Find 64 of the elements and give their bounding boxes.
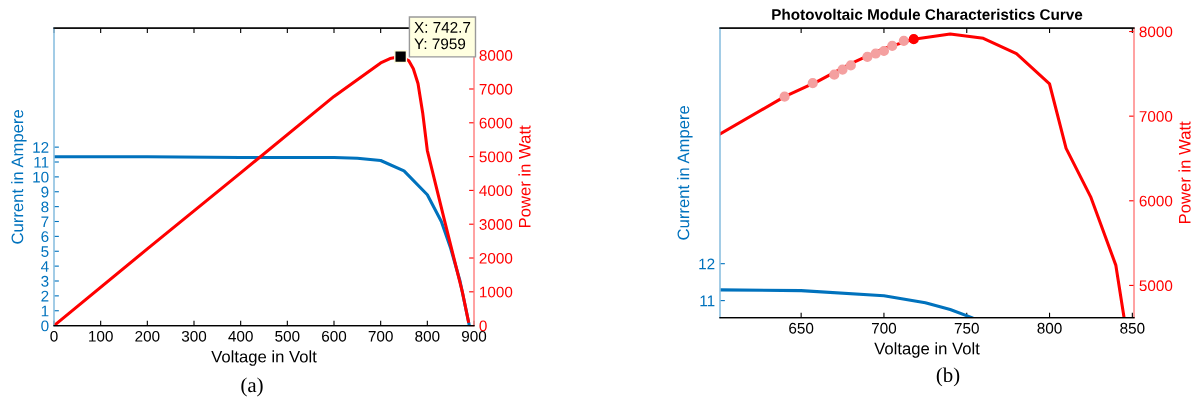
x-tick-label: 400 (228, 330, 253, 342)
line-series (720, 288, 974, 318)
y2-tick-label: 8000 (479, 50, 513, 61)
point (862, 51, 873, 63)
point (779, 91, 790, 102)
y-tick-label: 12 (699, 258, 715, 270)
y2-tick-label: 5000 (1139, 280, 1173, 292)
text: (a) (241, 377, 263, 397)
y-tick-label: 12 (33, 142, 49, 153)
x-axis-title: Voltage in Volt (874, 342, 980, 358)
y2-tick-label: 2000 (479, 252, 513, 264)
point (908, 34, 919, 45)
y2-tick-label: 5000 (479, 151, 513, 163)
y2-axis-title: Power in Watt (518, 125, 531, 228)
point (887, 40, 898, 51)
y-tick-label: 3 (41, 275, 49, 287)
point (837, 64, 848, 75)
x-tick-label: 900 (461, 330, 487, 342)
x-tick-label: 800 (415, 330, 440, 342)
x-tick-label: 750 (954, 322, 979, 334)
y2-tick-label: 3000 (479, 219, 513, 230)
y2-tick-label: 7000 (1139, 111, 1173, 122)
y-tick-label: 2 (41, 290, 49, 302)
x-tick-label: 100 (89, 330, 113, 342)
point (870, 48, 881, 59)
y-tick-label: 6 (41, 231, 49, 243)
y-tick-label: 11 (34, 157, 49, 168)
x-tick-label: 600 (322, 330, 347, 342)
x-tick-label: 700 (368, 330, 393, 342)
annotation: X: 742.7 Y: 7959 (414, 21, 471, 50)
y-tick-label: 1 (41, 305, 49, 317)
y-tick-label: 7 (41, 216, 49, 228)
x-tick-label: 200 (135, 330, 160, 342)
y2-tick-label: 7000 (479, 83, 513, 95)
y-tick-label: 11 (700, 295, 715, 307)
y-axis-title: Current in Ampere (11, 109, 27, 244)
y2-tick-label: 6000 (1139, 195, 1173, 207)
y-tick-label: 4 (40, 261, 49, 272)
chart-title: Photovoltaic Module Characteristics Curve (772, 8, 1083, 20)
x-tick-label: 850 (1120, 322, 1145, 334)
x-tick-label: 800 (1037, 322, 1062, 334)
y-tick-label: 10 (33, 171, 49, 183)
line-series (720, 32, 1126, 318)
point (878, 45, 890, 57)
x-tick-label: 0 (50, 330, 58, 342)
x-tick-label: 500 (275, 330, 300, 342)
y2-tick-label: 6000 (479, 117, 513, 129)
y2-tick-label: 1000 (480, 286, 513, 298)
y-tick-label: 8 (41, 201, 49, 213)
x-tick-label: 700 (871, 322, 897, 334)
x-axis-title: Voltage in Volt (211, 350, 317, 366)
text: (b) (936, 367, 960, 387)
x-tick-label: 300 (181, 330, 207, 342)
point (898, 35, 909, 46)
y-tick-label: 9 (41, 186, 49, 198)
y-axis-title: Current in Ampere (677, 105, 693, 240)
y2-tick-label: 8000 (1139, 26, 1173, 38)
point (845, 60, 856, 71)
point (829, 69, 840, 80)
y-tick-label: 5 (41, 246, 49, 257)
point (807, 78, 818, 89)
y2-axis-title: Power in Watt (1178, 121, 1191, 224)
x-tick-label: 650 (789, 322, 814, 334)
y2-tick-label: 4000 (479, 185, 513, 197)
